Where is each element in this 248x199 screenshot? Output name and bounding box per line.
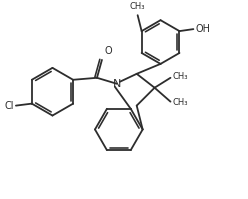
- Text: CH₃: CH₃: [172, 98, 188, 107]
- Text: Cl: Cl: [4, 101, 14, 111]
- Text: CH₃: CH₃: [172, 72, 188, 81]
- Text: CH₃: CH₃: [130, 2, 145, 11]
- Text: OH: OH: [195, 24, 210, 34]
- Text: N: N: [113, 79, 121, 89]
- Text: O: O: [105, 46, 113, 56]
